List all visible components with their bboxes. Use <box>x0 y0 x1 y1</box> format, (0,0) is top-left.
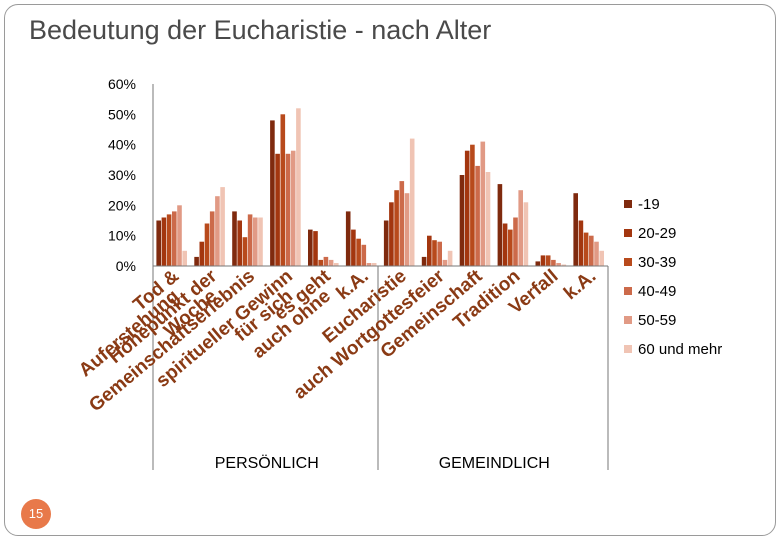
bar <box>247 214 253 266</box>
bar <box>215 196 220 266</box>
bar <box>351 229 356 266</box>
bar <box>199 241 205 266</box>
slide-frame: Bedeutung der Eucharistie - nach Alter 1… <box>4 4 776 536</box>
bar <box>545 255 551 266</box>
bar <box>237 220 242 266</box>
bar <box>182 250 187 266</box>
bar <box>156 220 161 266</box>
bar <box>328 259 334 266</box>
legend-label: 50-59 <box>638 312 676 329</box>
bar <box>270 120 275 267</box>
y-tick-label: 40% <box>108 137 136 153</box>
bar <box>556 263 561 266</box>
bar <box>371 263 377 266</box>
bar <box>204 223 210 266</box>
bar <box>518 190 523 266</box>
y-tick-label: 30% <box>108 167 136 183</box>
bar <box>480 141 486 266</box>
bar <box>361 244 367 266</box>
legend-swatch <box>624 316 632 324</box>
legend-label: -19 <box>638 196 660 213</box>
bar <box>404 193 410 266</box>
legend-label: 40-49 <box>638 283 676 300</box>
legend-swatch <box>624 287 632 295</box>
bar <box>427 235 432 266</box>
bar <box>345 211 351 266</box>
legend-label: 60 und mehr <box>638 341 722 358</box>
bar <box>389 202 394 266</box>
bar <box>535 261 541 266</box>
bar <box>285 153 291 266</box>
bar <box>459 175 465 266</box>
bar <box>161 217 167 266</box>
legend-swatch <box>624 229 632 237</box>
bar <box>464 150 470 266</box>
legend-swatch <box>624 258 632 266</box>
bar <box>177 205 182 266</box>
bar <box>437 241 442 266</box>
bar <box>220 187 225 266</box>
bar <box>470 144 475 266</box>
bar <box>172 211 177 266</box>
bar <box>508 229 513 266</box>
legend-label: 30-39 <box>638 254 676 271</box>
bar <box>447 250 453 266</box>
bar <box>394 190 399 266</box>
bar <box>318 259 323 266</box>
group-label: PERSÖNLICH <box>215 454 319 472</box>
bar <box>334 263 339 266</box>
bar <box>194 256 199 266</box>
bar <box>502 223 508 266</box>
y-tick-label: 60% <box>108 76 136 92</box>
bar <box>383 220 389 266</box>
bar <box>442 259 448 266</box>
page-number-badge: 15 <box>21 499 51 529</box>
bar <box>209 211 215 266</box>
legend-swatch <box>624 200 632 208</box>
bar <box>399 181 405 266</box>
bar <box>551 259 556 266</box>
bar <box>409 138 415 266</box>
x-category-label: k.A. <box>560 266 600 304</box>
bar <box>475 165 480 266</box>
bar <box>290 150 296 266</box>
bar <box>296 108 301 266</box>
legend-label: 20-29 <box>638 225 676 242</box>
bar <box>561 264 567 266</box>
y-tick-label: 20% <box>108 197 136 213</box>
bar <box>313 231 318 266</box>
y-tick-label: 10% <box>108 228 136 244</box>
bar <box>366 263 372 266</box>
bar <box>232 211 237 266</box>
bar <box>421 256 427 266</box>
bar <box>323 256 329 266</box>
bar <box>308 229 313 266</box>
group-label: GEMEINDLICH <box>439 455 550 472</box>
slide-title: Bedeutung der Eucharistie - nach Alter <box>29 15 492 45</box>
bar <box>540 255 546 266</box>
bar <box>253 217 258 266</box>
bar <box>594 241 599 266</box>
bar <box>523 202 529 266</box>
bar <box>513 217 518 266</box>
legend-swatch <box>624 345 632 353</box>
bar <box>589 235 594 266</box>
bar <box>599 250 604 266</box>
bar <box>242 237 248 266</box>
bar <box>258 217 263 266</box>
y-tick-label: 50% <box>108 106 136 122</box>
bar <box>356 238 361 266</box>
bar <box>497 184 503 266</box>
bar <box>578 220 584 266</box>
bar <box>583 232 589 266</box>
bar <box>432 240 437 266</box>
y-tick-label: 0% <box>116 258 136 274</box>
bar <box>573 193 578 266</box>
bar <box>166 214 172 266</box>
bar <box>485 172 491 266</box>
bar <box>275 153 280 266</box>
bar <box>280 114 286 266</box>
